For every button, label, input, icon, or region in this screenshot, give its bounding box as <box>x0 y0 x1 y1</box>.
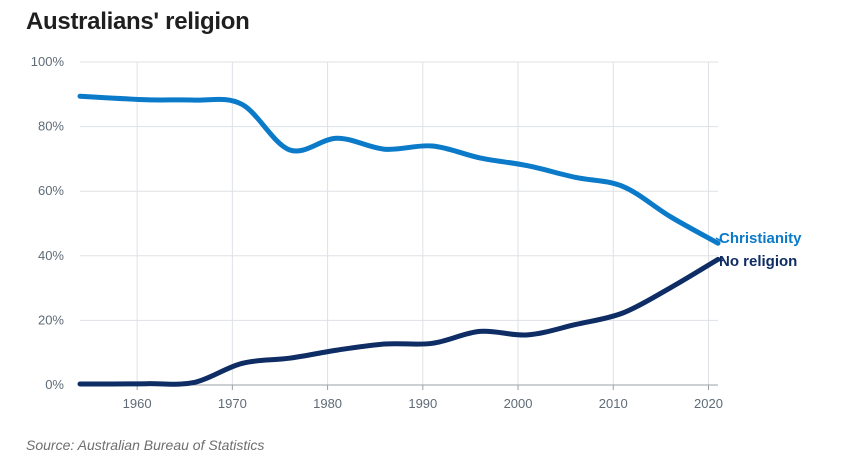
series-label-leader <box>715 259 724 262</box>
x-axis-ticks: 1960 1970 1980 1990 2000 2010 2020 <box>123 385 723 411</box>
x-tick-label: 2010 <box>599 396 628 411</box>
x-tick-label: 1970 <box>218 396 247 411</box>
chart-title: Australians' religion <box>26 8 250 35</box>
y-tick-label: 40% <box>38 248 64 263</box>
x-tick-label: 1960 <box>123 396 152 411</box>
y-tick-label: 100% <box>31 54 65 69</box>
x-tick-label: 1980 <box>313 396 342 411</box>
y-tick-label: 60% <box>38 183 64 198</box>
series-label-leader <box>715 237 724 243</box>
grid-lines <box>80 61 718 385</box>
series-labels: Christianity No religion <box>715 230 802 270</box>
y-tick-label: 20% <box>38 312 64 327</box>
source-note: Source: Australian Bureau of Statistics <box>26 437 265 453</box>
series-label-no-religion: No religion <box>719 253 797 270</box>
x-tick-label: 1990 <box>408 396 437 411</box>
series-line-no-religion <box>77 256 721 387</box>
y-tick-label: 80% <box>38 119 64 134</box>
series-line-christianity <box>77 93 721 246</box>
x-tick-label: 2000 <box>504 396 533 411</box>
series-label-christianity: Christianity <box>719 230 802 247</box>
series-lines <box>77 93 721 387</box>
x-tick-label: 2020 <box>694 396 723 411</box>
y-tick-label: 0% <box>45 377 64 392</box>
y-axis-ticks: 0% 20% 40% 60% 80% 100% <box>31 54 65 392</box>
